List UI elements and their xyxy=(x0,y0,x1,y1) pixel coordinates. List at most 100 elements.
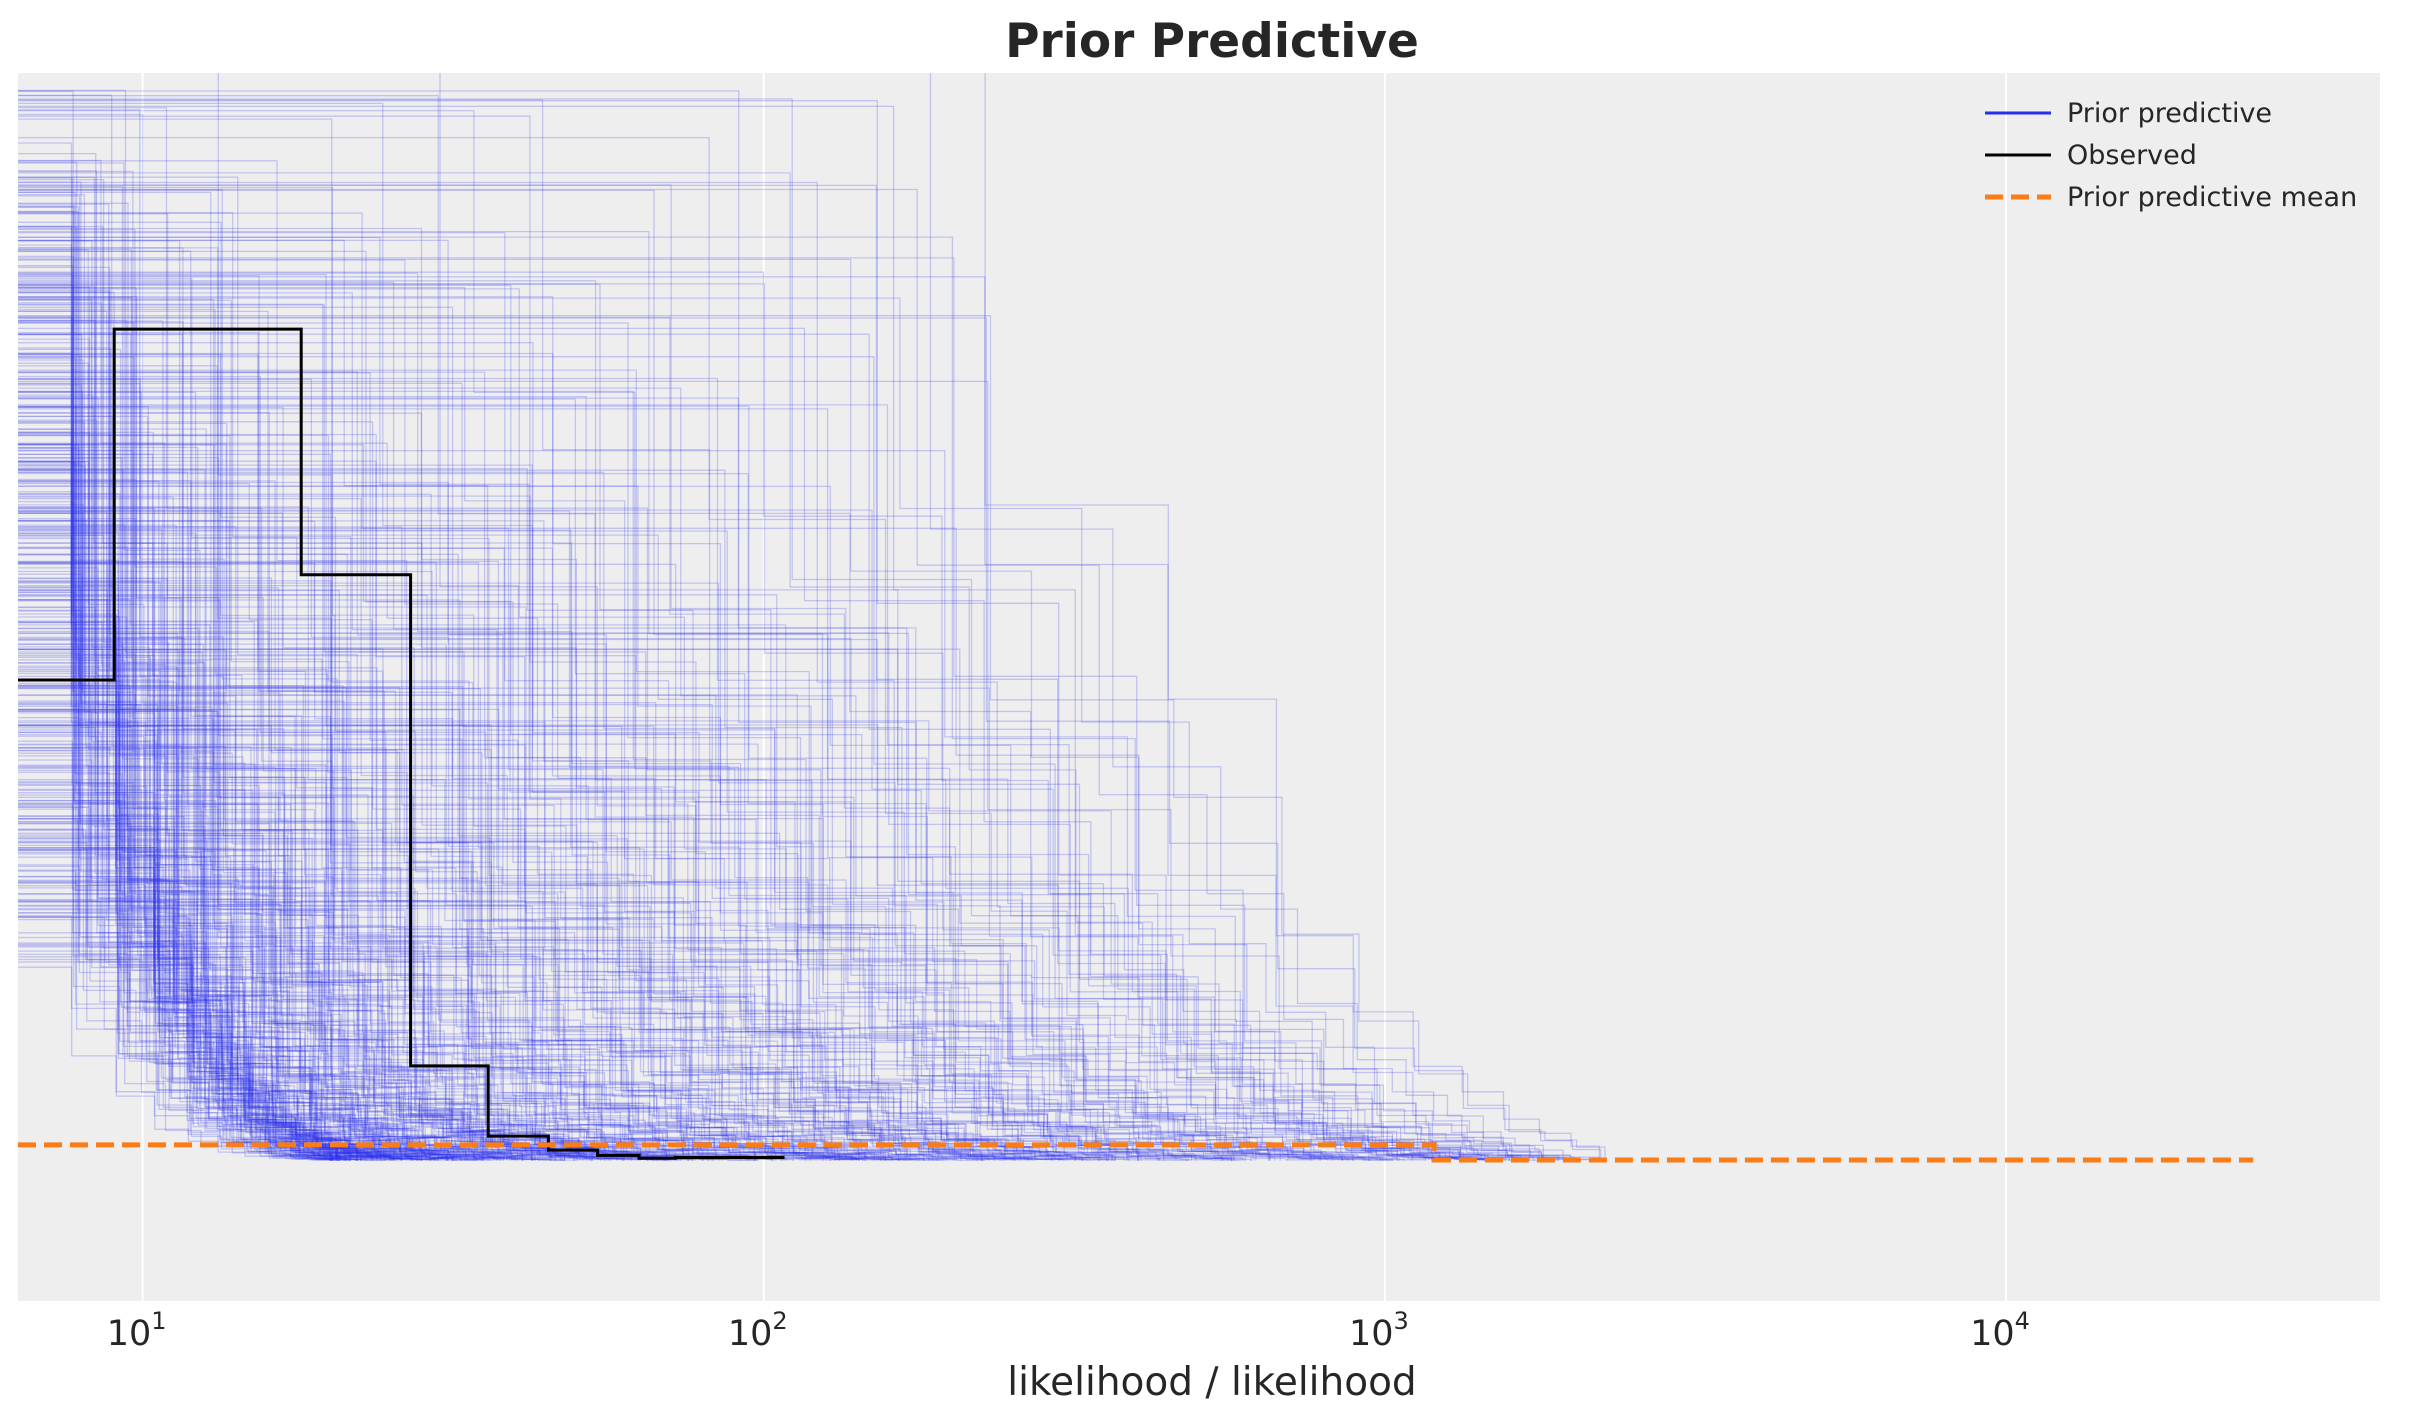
prior-draw-351 xyxy=(18,447,359,1161)
prior-draw-344 xyxy=(18,464,1116,1161)
prior-draw-371 xyxy=(18,236,1567,1161)
prior-draw-484 xyxy=(18,916,547,1161)
prior-draw-231 xyxy=(18,898,811,1161)
prior-draw-173 xyxy=(18,766,783,1161)
prior-draw-410 xyxy=(18,354,756,1161)
prior-draw-65 xyxy=(18,900,428,1161)
prior-draw-20 xyxy=(18,577,593,1161)
prior-draw-93 xyxy=(18,562,449,1161)
prior-draw-170 xyxy=(18,211,357,1161)
prior-draw-115 xyxy=(18,109,1047,1161)
prior-draw-420 xyxy=(18,561,1001,1161)
prior-draw-136 xyxy=(18,958,1394,1161)
prior-draw-21 xyxy=(18,743,1364,1161)
prior-draw-354 xyxy=(18,304,854,1161)
prior-draw-125 xyxy=(18,496,605,1161)
prior-draw-102 xyxy=(18,203,453,1161)
prior-draw-254 xyxy=(18,297,1513,1161)
prior-draw-469 xyxy=(18,598,448,1161)
prior-draw-17 xyxy=(18,599,1030,1161)
prior-draw-94 xyxy=(18,881,855,1161)
prior-draw-356 xyxy=(18,442,939,1161)
prior-draw-442 xyxy=(18,265,337,1161)
prior-draw-191 xyxy=(18,705,358,1161)
prior-draw-297 xyxy=(18,740,336,1161)
prior-draw-397 xyxy=(18,904,1109,1161)
prior-draw-287 xyxy=(18,794,914,1161)
prior-draw-217 xyxy=(18,880,1236,1161)
prior-draw-56 xyxy=(18,419,418,1161)
prior-draw-274 xyxy=(18,118,865,1161)
observed-line xyxy=(18,327,785,1160)
prior-draw-345 xyxy=(18,912,493,1161)
prior-draw-473 xyxy=(18,107,591,1161)
prior-draw-179 xyxy=(18,542,1161,1161)
prior-draw-280 xyxy=(18,100,1489,1161)
prior-draw-101 xyxy=(18,703,447,1161)
prior-draw-66 xyxy=(18,298,681,1161)
prior-draw-175 xyxy=(18,319,414,1161)
prior-draw-464 xyxy=(18,580,566,1161)
prior-draw-122 xyxy=(18,639,593,1161)
prior-draw-82 xyxy=(18,394,407,1161)
prior-draw-216 xyxy=(18,849,388,1161)
prior-draw-53 xyxy=(18,504,374,1161)
prior-draw-453 xyxy=(18,563,1276,1161)
prior-draw-362 xyxy=(18,322,519,1161)
prior-draw-267 xyxy=(18,250,911,1161)
prior-draw-320 xyxy=(18,461,393,1161)
prior-draw-116 xyxy=(18,191,346,1161)
prior-draw-197 xyxy=(18,226,351,1161)
prior-draw-471 xyxy=(18,687,1055,1161)
prior-draw-144 xyxy=(18,643,1014,1161)
prior-draw-390 xyxy=(18,909,887,1161)
prior-draw-212 xyxy=(18,842,387,1161)
prior-draw-85 xyxy=(18,524,611,1161)
prior-draw-10 xyxy=(18,371,900,1161)
prior-draw-461 xyxy=(18,507,1245,1161)
prior-draw-308 xyxy=(18,729,1382,1161)
prior-draw-221 xyxy=(18,90,1344,1161)
prior-draw-467 xyxy=(18,506,832,1161)
prior-draw-121 xyxy=(18,836,505,1161)
prior-draw-459 xyxy=(18,383,533,1161)
prior-draw-241 xyxy=(18,284,1091,1161)
prior-draw-58 xyxy=(18,184,1488,1161)
prior-draw-398 xyxy=(18,225,436,1161)
prior-draw-117 xyxy=(18,822,945,1161)
prior-draw-225 xyxy=(18,700,882,1161)
prior-draw-80 xyxy=(18,491,341,1161)
prior-draw-252 xyxy=(18,759,403,1161)
prior-draw-277 xyxy=(18,901,1142,1161)
prior-draw-428 xyxy=(18,172,1398,1161)
prior-draw-181 xyxy=(18,764,393,1161)
prior-draw-25 xyxy=(18,915,631,1161)
prior-draw-44 xyxy=(18,188,1531,1161)
prior-draw-194 xyxy=(18,189,1252,1161)
prior-draw-432 xyxy=(18,212,906,1161)
prior-draw-383 xyxy=(18,353,364,1161)
prior-draw-303 xyxy=(18,547,1139,1161)
prior-draw-393 xyxy=(18,520,709,1161)
prior-draw-210 xyxy=(18,384,369,1161)
prior-draw-261 xyxy=(18,856,668,1161)
prior-draw-92 xyxy=(18,244,332,1161)
prior-draw-141 xyxy=(18,771,454,1161)
prior-draw-477 xyxy=(18,221,694,1161)
prior-draw-14 xyxy=(18,865,362,1161)
prior-draw-27 xyxy=(18,893,1026,1161)
prior-draw-250 xyxy=(18,348,485,1161)
prior-draw-137 xyxy=(18,296,525,1161)
prior-draw-435 xyxy=(18,882,1233,1161)
prior-draw-357 xyxy=(18,512,373,1161)
prior-draw-346 xyxy=(18,580,864,1161)
prior-draw-455 xyxy=(18,316,1269,1161)
prior-draw-481 xyxy=(18,333,623,1161)
prior-draw-107 xyxy=(18,236,930,1161)
prior-draw-228 xyxy=(18,621,435,1161)
prior-draw-187 xyxy=(18,685,602,1161)
prior-draw-232 xyxy=(18,387,1281,1161)
prior-draw-236 xyxy=(18,359,374,1161)
prior-draw-19 xyxy=(18,434,710,1161)
prior-draw-493 xyxy=(18,434,860,1161)
